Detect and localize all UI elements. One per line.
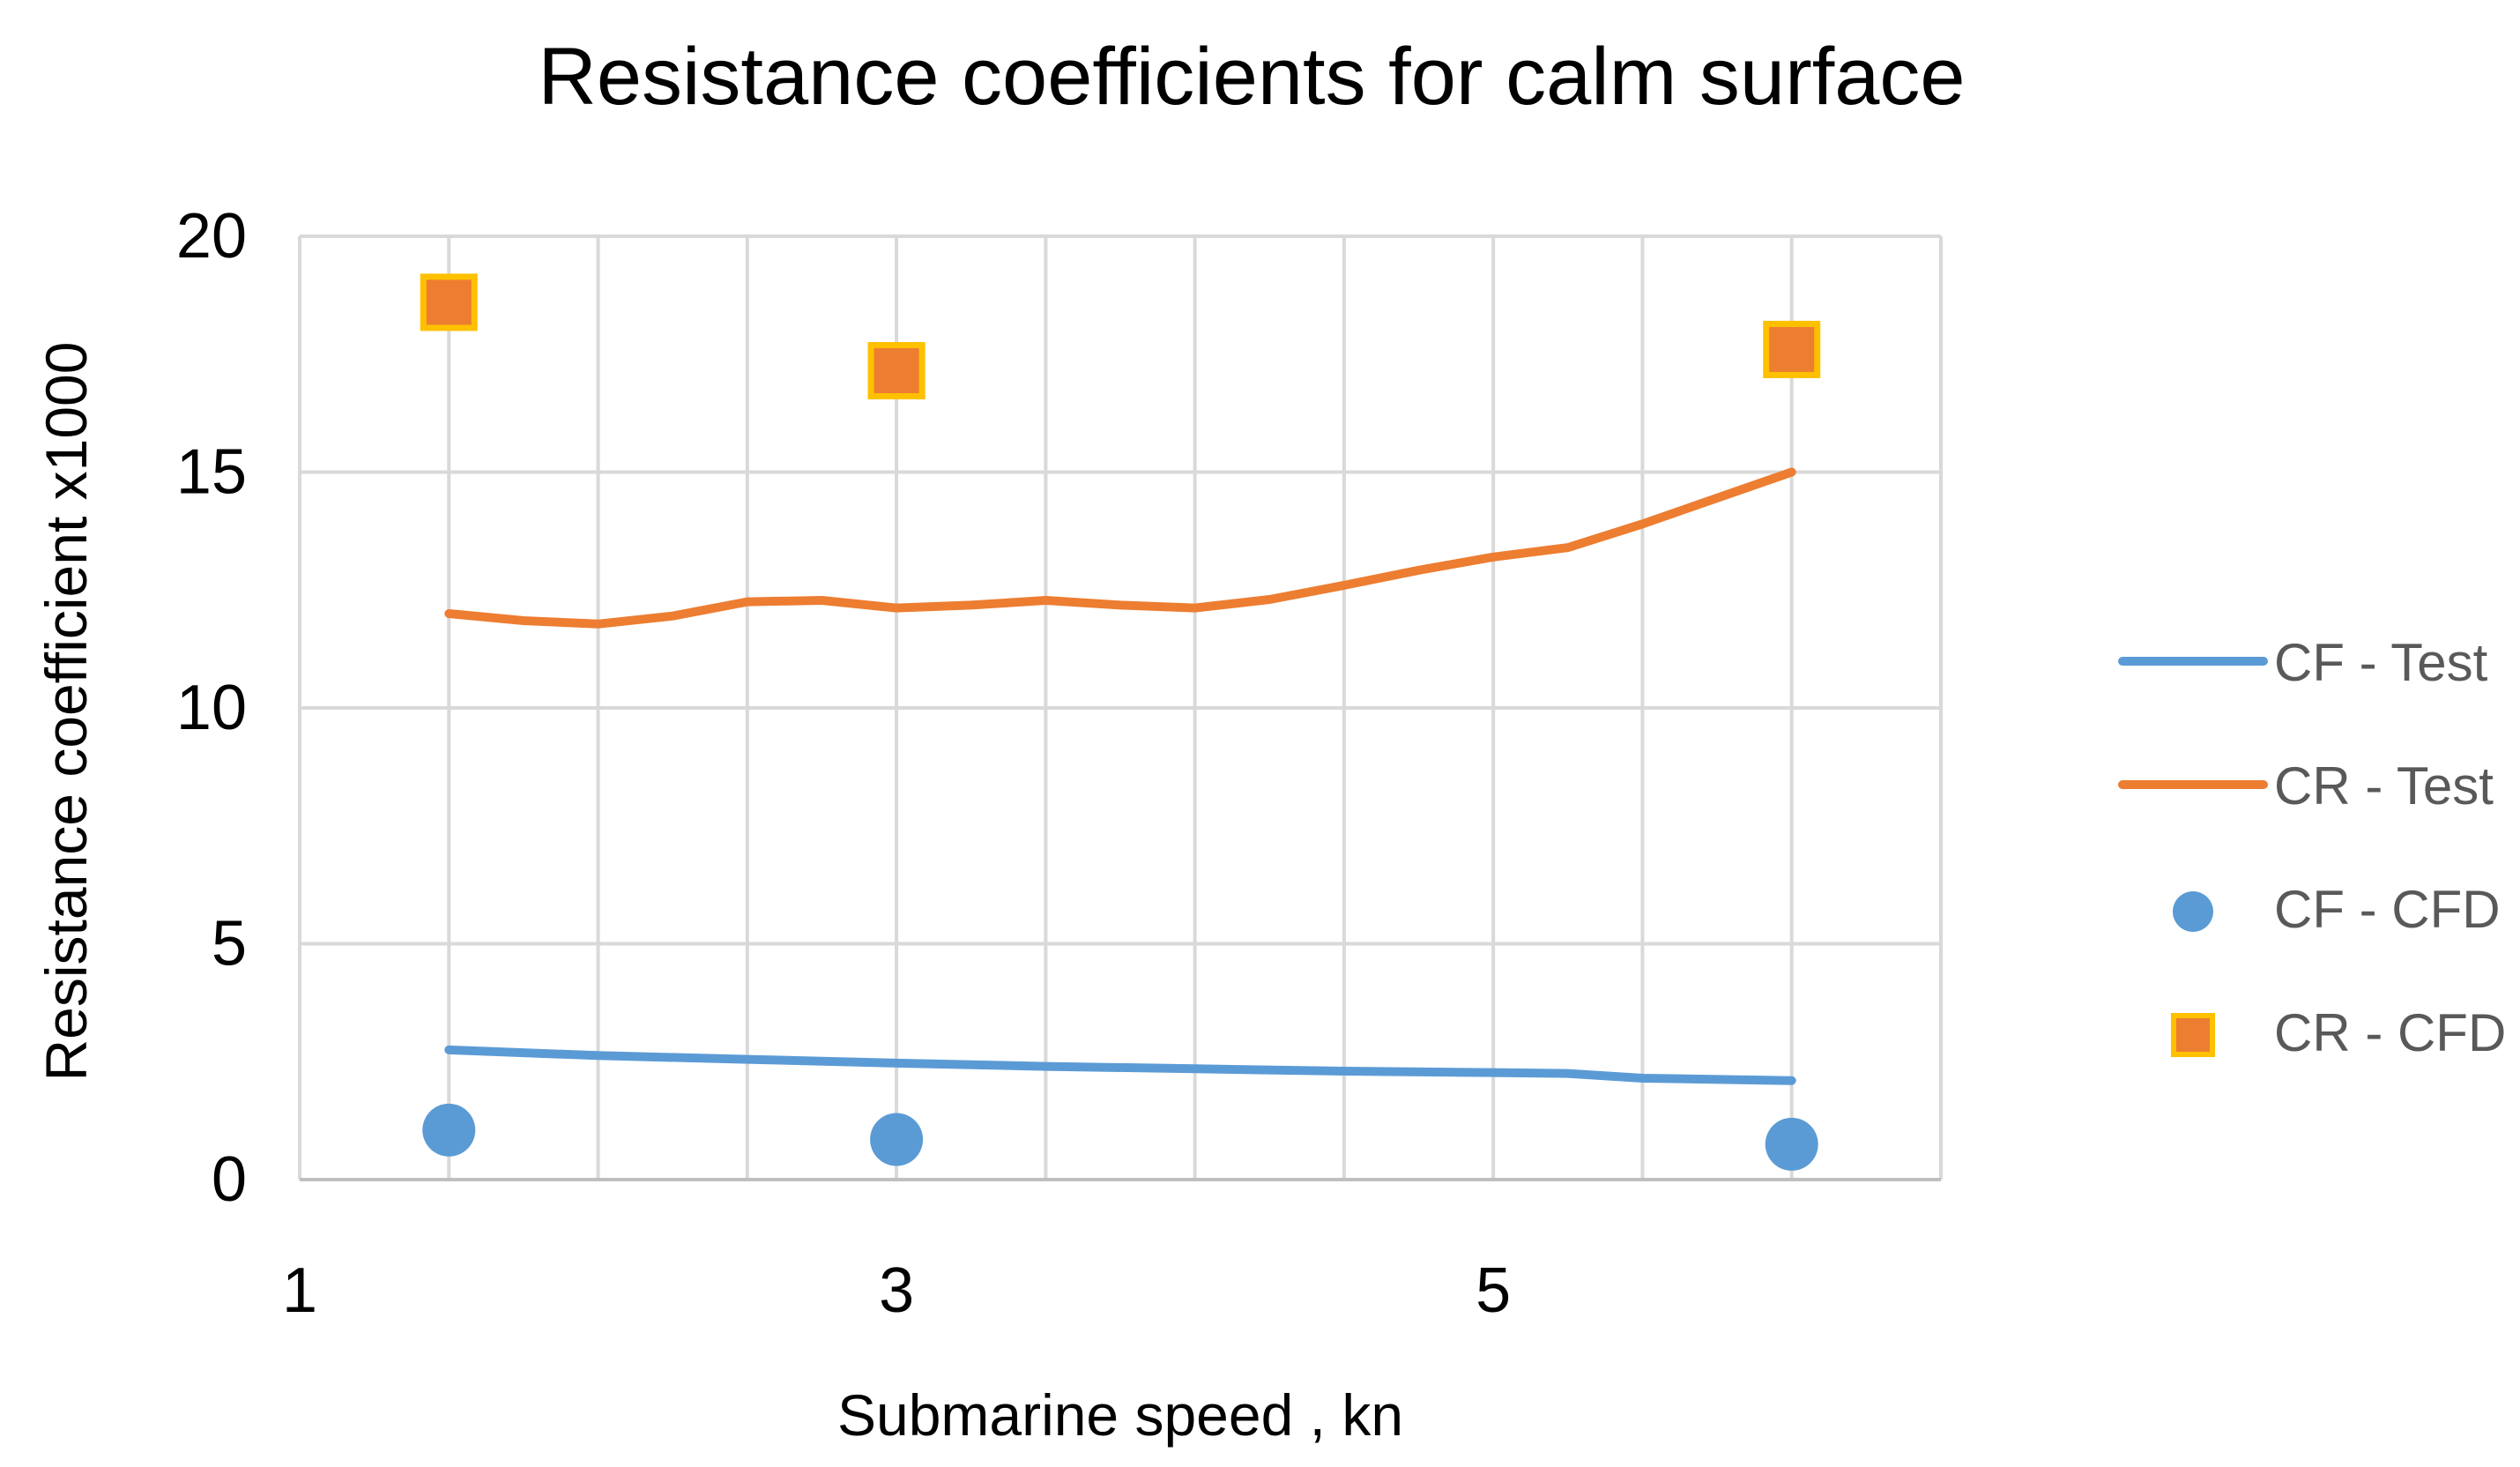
series-line bbox=[444, 1045, 1796, 1085]
legend-swatch bbox=[2171, 1013, 2215, 1057]
plot-series bbox=[420, 273, 1821, 1171]
data-point bbox=[422, 1103, 476, 1157]
grid bbox=[298, 235, 1943, 1181]
y-tick-label: 5 bbox=[212, 909, 247, 979]
y-tick-label: 20 bbox=[176, 201, 247, 272]
y-tick-label: 15 bbox=[176, 437, 247, 508]
x-tick-label: 1 bbox=[282, 1255, 317, 1326]
legend-label: CF - CFD bbox=[2274, 880, 2501, 939]
legend-item: CR - Test bbox=[2118, 756, 2494, 815]
legend-item: CF - CFD bbox=[2173, 880, 2501, 939]
data-point bbox=[1765, 1117, 1818, 1171]
y-tick-label: 10 bbox=[176, 673, 247, 743]
legend: CF - Test CR - Test CF - CFD CR - CFD bbox=[2118, 633, 2506, 1062]
series-cr-test bbox=[444, 467, 1796, 629]
x-axis-label: Submarine speed , kn bbox=[837, 1382, 1403, 1448]
legend-label: CF - Test bbox=[2274, 633, 2488, 692]
legend-item: CR - CFD bbox=[2171, 1003, 2506, 1062]
data-point bbox=[1763, 320, 1821, 378]
y-tick-label: 0 bbox=[212, 1144, 247, 1215]
series-cr-cfd bbox=[420, 273, 1821, 399]
data-point bbox=[420, 273, 478, 331]
x-tick-label: 5 bbox=[1476, 1255, 1511, 1326]
series-cf-test bbox=[444, 1045, 1796, 1085]
x-tick-label: 3 bbox=[879, 1255, 914, 1326]
series-line bbox=[444, 467, 1796, 629]
chart-title: Resistance coefficients for calm surface bbox=[538, 32, 1965, 122]
y-axis-label: Resistance coefficient x1000 bbox=[33, 342, 99, 1082]
legend-label: CR - CFD bbox=[2274, 1003, 2506, 1062]
legend-swatch bbox=[2173, 891, 2213, 932]
series-cf-cfd bbox=[422, 1103, 1818, 1171]
axes: 0 5 10 15 20 1 3 5 bbox=[176, 201, 1511, 1326]
legend-item: CF - Test bbox=[2118, 633, 2488, 692]
data-point bbox=[870, 1113, 924, 1166]
legend-label: CR - Test bbox=[2274, 756, 2494, 815]
data-point bbox=[867, 341, 925, 399]
